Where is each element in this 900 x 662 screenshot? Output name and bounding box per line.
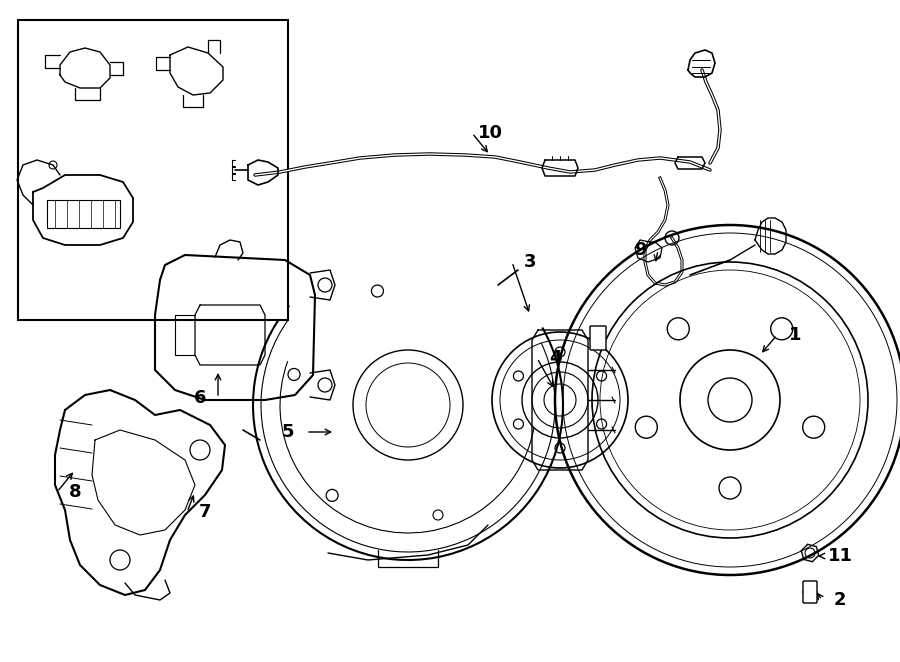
Text: 6: 6	[194, 389, 206, 407]
Text: 4: 4	[549, 349, 562, 367]
Bar	[18, 20, 288, 320]
FancyBboxPatch shape	[590, 326, 606, 350]
Text: 9: 9	[634, 241, 646, 259]
Text: 8: 8	[68, 483, 81, 501]
Text: 5: 5	[282, 423, 294, 441]
Text: 10: 10	[478, 124, 502, 142]
Text: 11: 11	[827, 547, 852, 565]
Text: 1: 1	[788, 326, 801, 344]
FancyBboxPatch shape	[803, 581, 817, 603]
Text: 3: 3	[524, 253, 536, 271]
Text: 7: 7	[199, 503, 212, 521]
Text: 2: 2	[833, 591, 846, 609]
